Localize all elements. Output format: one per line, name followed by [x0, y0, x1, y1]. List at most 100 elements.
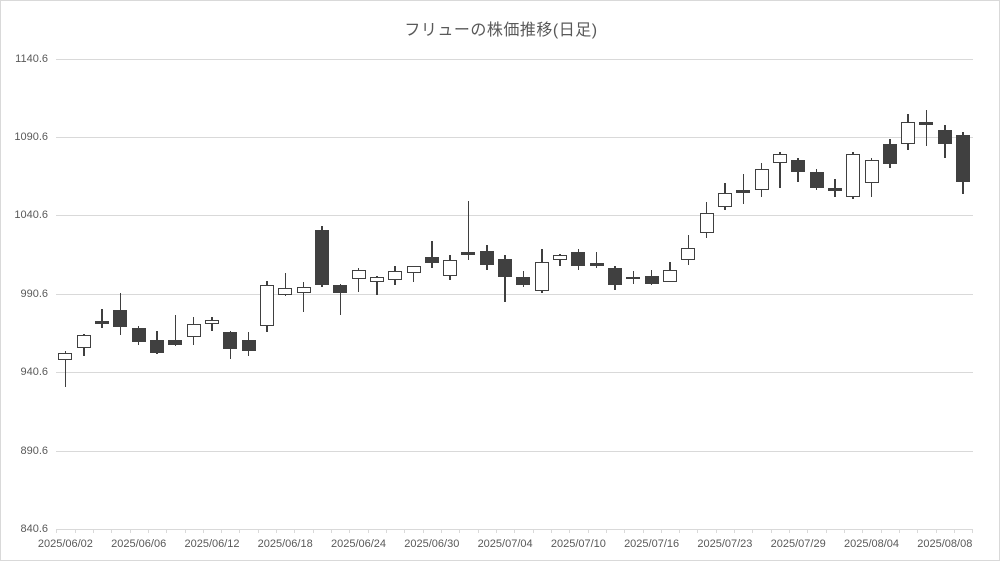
candle-wick [632, 271, 635, 284]
y-axis-label: 890.6 [20, 444, 48, 457]
candle-wick [467, 200, 470, 261]
candle-body-up [553, 255, 567, 261]
x-axis-tick [495, 528, 497, 533]
candle-body-up [76, 335, 91, 348]
x-axis-tick [935, 528, 937, 533]
x-axis-tick [734, 528, 736, 533]
x-axis-tick [752, 528, 754, 533]
x-axis-label: 2025/06/30 [404, 537, 460, 550]
candle-body-up [278, 288, 293, 295]
x-axis-tick [715, 528, 717, 533]
candle-body-up [846, 153, 861, 198]
x-axis-tick [514, 528, 516, 533]
candle-body-up [369, 277, 384, 283]
candle-wick [357, 268, 360, 292]
x-axis-tick [569, 528, 571, 533]
candle-wick [504, 255, 506, 303]
candle-body-down [241, 340, 256, 352]
gridline [56, 372, 973, 374]
x-axis-label: 2025/06/12 [184, 537, 240, 550]
x-axis-tick [349, 528, 351, 533]
candle-body-up [58, 352, 73, 361]
x-axis-label: 2025/08/04 [843, 537, 900, 550]
candle-body-down [644, 275, 659, 284]
x-axis-tick [550, 528, 552, 533]
chart-title: フリューの株価推移(日足) [404, 22, 598, 39]
candle-body-up [296, 286, 311, 294]
x-axis-tick [111, 528, 113, 533]
x-axis-tick [257, 528, 259, 533]
y-axis-label: 940.6 [20, 366, 48, 379]
candle-body-down [589, 263, 604, 267]
x-axis-tick [422, 528, 424, 533]
x-axis-tick [862, 528, 864, 533]
x-axis-label: 2025/07/23 [697, 537, 753, 550]
x-axis-label: 2025/08/08 [917, 537, 973, 550]
candle-wick [431, 241, 433, 268]
candle-wick [376, 275, 378, 295]
candle-body-up [406, 266, 421, 273]
candle-body-down [516, 277, 531, 286]
x-axis-tick [441, 528, 442, 533]
candle-body-down [736, 189, 751, 193]
x-axis-tick [239, 528, 241, 533]
candle-wick [559, 253, 561, 267]
x-axis-tick [789, 528, 790, 533]
candle-body-down [608, 268, 622, 286]
candle-body-down [168, 340, 183, 345]
candle-body-down [424, 257, 439, 264]
candle-body-up [717, 192, 732, 207]
x-axis-tick [312, 528, 314, 533]
candle-wick [302, 282, 305, 312]
x-axis-tick [899, 528, 900, 533]
x-axis-label: 2025/07/10 [550, 537, 606, 550]
x-axis-tick [532, 528, 534, 533]
candle-body-up [754, 169, 769, 190]
gridline [56, 293, 973, 295]
candle-wick [779, 152, 781, 189]
x-axis-tick [624, 528, 626, 533]
x-axis-tick [147, 528, 149, 533]
candle-body-up [534, 261, 549, 292]
x-axis-tick [605, 528, 607, 533]
x-axis-tick [92, 528, 94, 533]
x-axis-tick [587, 528, 589, 533]
x-axis-tick [807, 528, 809, 533]
x-axis-tick [404, 528, 406, 533]
x-axis-tick [386, 528, 387, 533]
x-axis-tick [184, 528, 186, 533]
candle-body-down [937, 130, 952, 145]
x-axis-label: 2025/06/18 [257, 537, 313, 550]
x-axis-tick [331, 528, 332, 533]
candle-body-down [791, 159, 806, 173]
x-axis-tick [56, 528, 58, 533]
candle-body-up [205, 319, 219, 325]
candle-body-down [150, 340, 164, 353]
candle-wick [742, 173, 744, 204]
candle-wick [101, 308, 103, 328]
candle-body-up [901, 122, 916, 145]
candle-body-up [663, 269, 677, 283]
x-axis-tick [477, 528, 479, 533]
gridline [56, 136, 973, 138]
candle-body-down [827, 188, 842, 192]
x-axis-tick [367, 528, 369, 533]
candle-body-up [186, 324, 201, 337]
candle-body-up [864, 159, 879, 184]
candle-body-down [919, 122, 934, 126]
x-axis-tick [294, 528, 296, 533]
candle-body-down [333, 285, 348, 293]
candle-wick [595, 252, 598, 268]
candle-wick [174, 315, 177, 347]
x-axis-label: 2025/06/24 [330, 537, 387, 550]
candle-wick [412, 266, 415, 283]
gridline [56, 215, 973, 217]
candle-body-up [681, 247, 696, 261]
x-axis-tick [972, 528, 974, 533]
candle-body-up [443, 260, 458, 276]
x-axis-tick [697, 528, 699, 533]
candle-body-down [956, 134, 971, 182]
candle-body-up [699, 213, 714, 234]
x-axis-tick [129, 528, 131, 533]
